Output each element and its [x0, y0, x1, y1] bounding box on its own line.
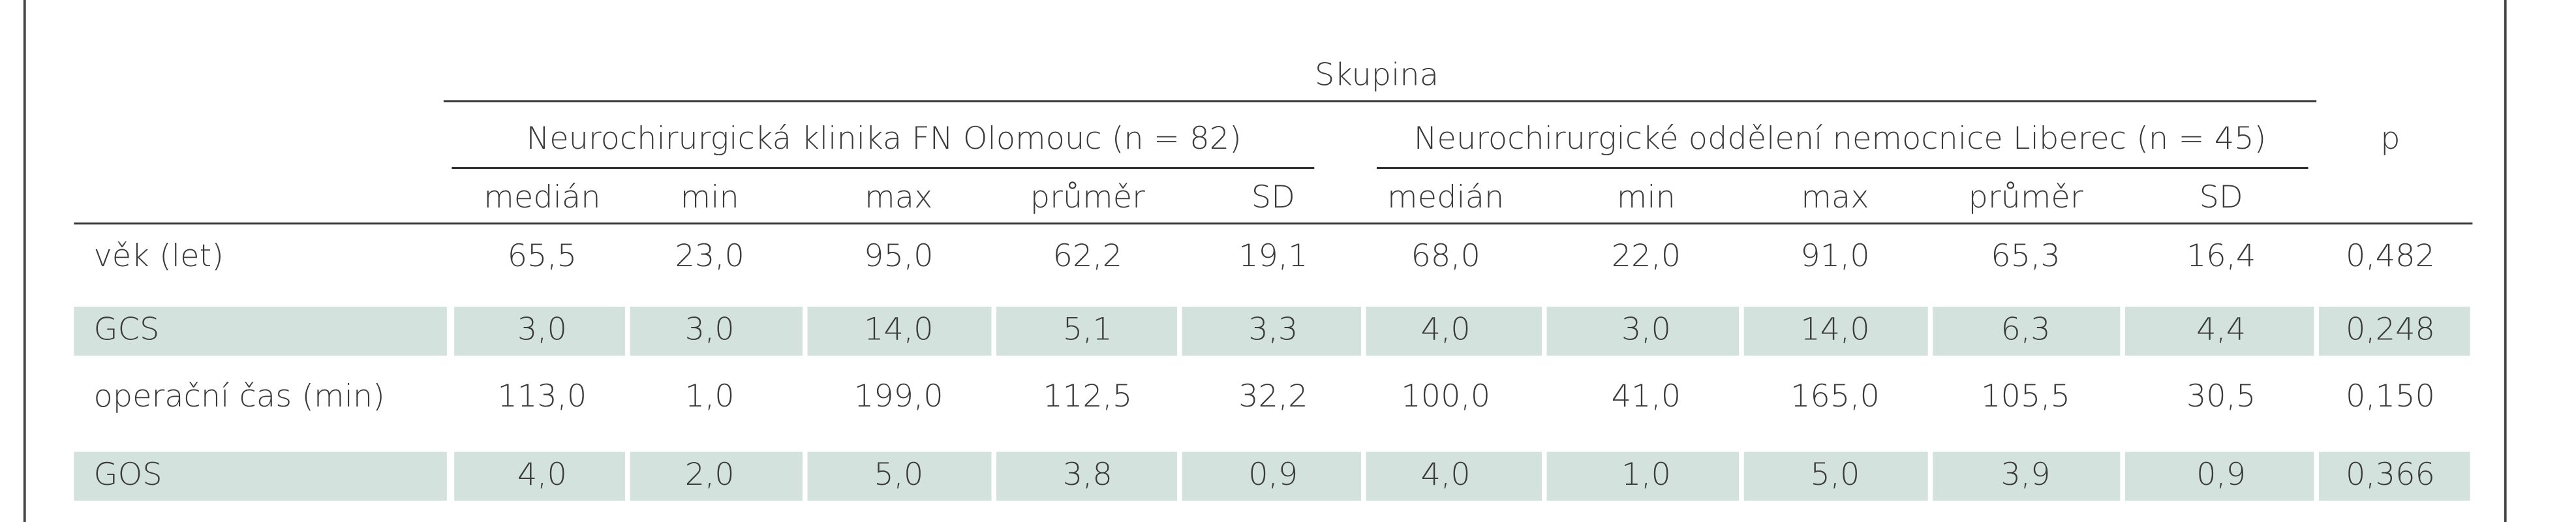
column-header: min: [1617, 179, 1676, 215]
cell: 100,0: [1401, 378, 1490, 414]
cell-shade: [454, 452, 626, 501]
cell: 4,0: [1421, 312, 1471, 348]
cell-shade: [2124, 452, 2314, 501]
cell: 16,4: [2186, 238, 2256, 274]
cell-shade: [1366, 307, 1542, 356]
row-label: věk (let): [94, 238, 224, 274]
cell: 0,248: [2346, 312, 2435, 348]
cell-shade: [1743, 307, 1928, 356]
cell: 113,0: [497, 378, 587, 414]
cell: 3,3: [1248, 312, 1298, 348]
cell-shade: [630, 452, 803, 501]
row-label: GCS: [94, 312, 160, 348]
cell-shade: [630, 307, 803, 356]
cell: 3,0: [685, 312, 735, 348]
cell: 3,8: [1063, 457, 1112, 493]
column-header: max: [1801, 179, 1869, 215]
cell-shade: [1546, 307, 1740, 356]
column-header: SD: [2200, 179, 2243, 215]
cell-shade: [2318, 452, 2470, 501]
cell: 4,4: [2196, 312, 2246, 348]
cell: 65,3: [1991, 238, 2061, 274]
cell-shade: [1546, 452, 1740, 501]
group-title: Skupina: [1315, 57, 1439, 93]
column-header: průměr: [1030, 179, 1145, 215]
column-header: min: [681, 179, 739, 215]
cell: 62,2: [1053, 238, 1123, 274]
column-header: medián: [483, 179, 600, 215]
row-label: GOS: [94, 457, 162, 493]
cell: 5,1: [1063, 312, 1112, 348]
cell: 4,0: [1421, 457, 1471, 493]
cell: 4,0: [517, 457, 567, 493]
cell-shade: [807, 452, 992, 501]
cell: 68,0: [1411, 238, 1480, 274]
cell-shade: [1933, 452, 2121, 501]
cell: 105,5: [1981, 378, 2070, 414]
cell-shade: [996, 452, 1178, 501]
p-header: p: [2380, 121, 2400, 157]
cell: 0,366: [2346, 457, 2435, 493]
row-shade: [74, 452, 447, 501]
cell: 199,0: [854, 378, 943, 414]
cell: 91,0: [1800, 238, 1870, 274]
cell-shade: [807, 307, 992, 356]
cell: 95,0: [864, 238, 934, 274]
column-header: SD: [1251, 179, 1295, 215]
row-shade: [74, 307, 447, 356]
cell: 1,0: [685, 378, 735, 414]
cell: 3,0: [1621, 312, 1671, 348]
cell: 3,0: [517, 312, 567, 348]
cell: 0,150: [2346, 378, 2435, 414]
cell: 1,0: [1621, 457, 1671, 493]
group-name: Neurochirurgické oddělení nemocnice Libe…: [1414, 121, 2266, 157]
cell-shade: [1933, 307, 2121, 356]
cell: 5,0: [1810, 457, 1860, 493]
column-header: průměr: [1969, 179, 2083, 215]
cell: 5,0: [874, 457, 923, 493]
cell: 14,0: [864, 312, 934, 348]
cell-shade: [2318, 307, 2470, 356]
cell: 22,0: [1612, 238, 1681, 274]
cell: 65,5: [508, 238, 577, 274]
cell: 3,9: [2001, 457, 2050, 493]
cell-shade: [1743, 452, 1928, 501]
cell-shade: [2124, 307, 2314, 356]
cell: 30,5: [2186, 378, 2256, 414]
cell: 23,0: [675, 238, 744, 274]
cell: 6,3: [2001, 312, 2050, 348]
cell: 19,1: [1238, 238, 1308, 274]
cell: 0,482: [2346, 238, 2435, 274]
cell: 112,5: [1043, 378, 1132, 414]
cell: 14,0: [1800, 312, 1870, 348]
group-name: Neurochirurgická klinika FN Olomouc (n =…: [526, 121, 1241, 157]
column-header: medián: [1387, 179, 1504, 215]
cell-shade: [1182, 452, 1362, 501]
column-header: max: [865, 179, 932, 215]
cell: 0,9: [2196, 457, 2246, 493]
cell: 32,2: [1238, 378, 1308, 414]
cell: 2,0: [685, 457, 735, 493]
cell-shade: [454, 307, 626, 356]
cell: 0,9: [1248, 457, 1298, 493]
cell-shade: [1182, 307, 1362, 356]
cell: 165,0: [1790, 378, 1880, 414]
row-label: operační čas (min): [94, 378, 385, 414]
cell: 41,0: [1612, 378, 1681, 414]
cell-shade: [1366, 452, 1542, 501]
cell-shade: [996, 307, 1178, 356]
